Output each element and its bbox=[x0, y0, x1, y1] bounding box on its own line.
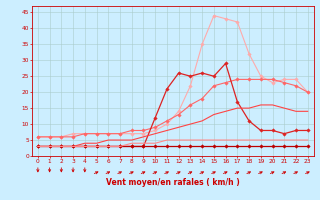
X-axis label: Vent moyen/en rafales ( km/h ): Vent moyen/en rafales ( km/h ) bbox=[106, 178, 240, 187]
